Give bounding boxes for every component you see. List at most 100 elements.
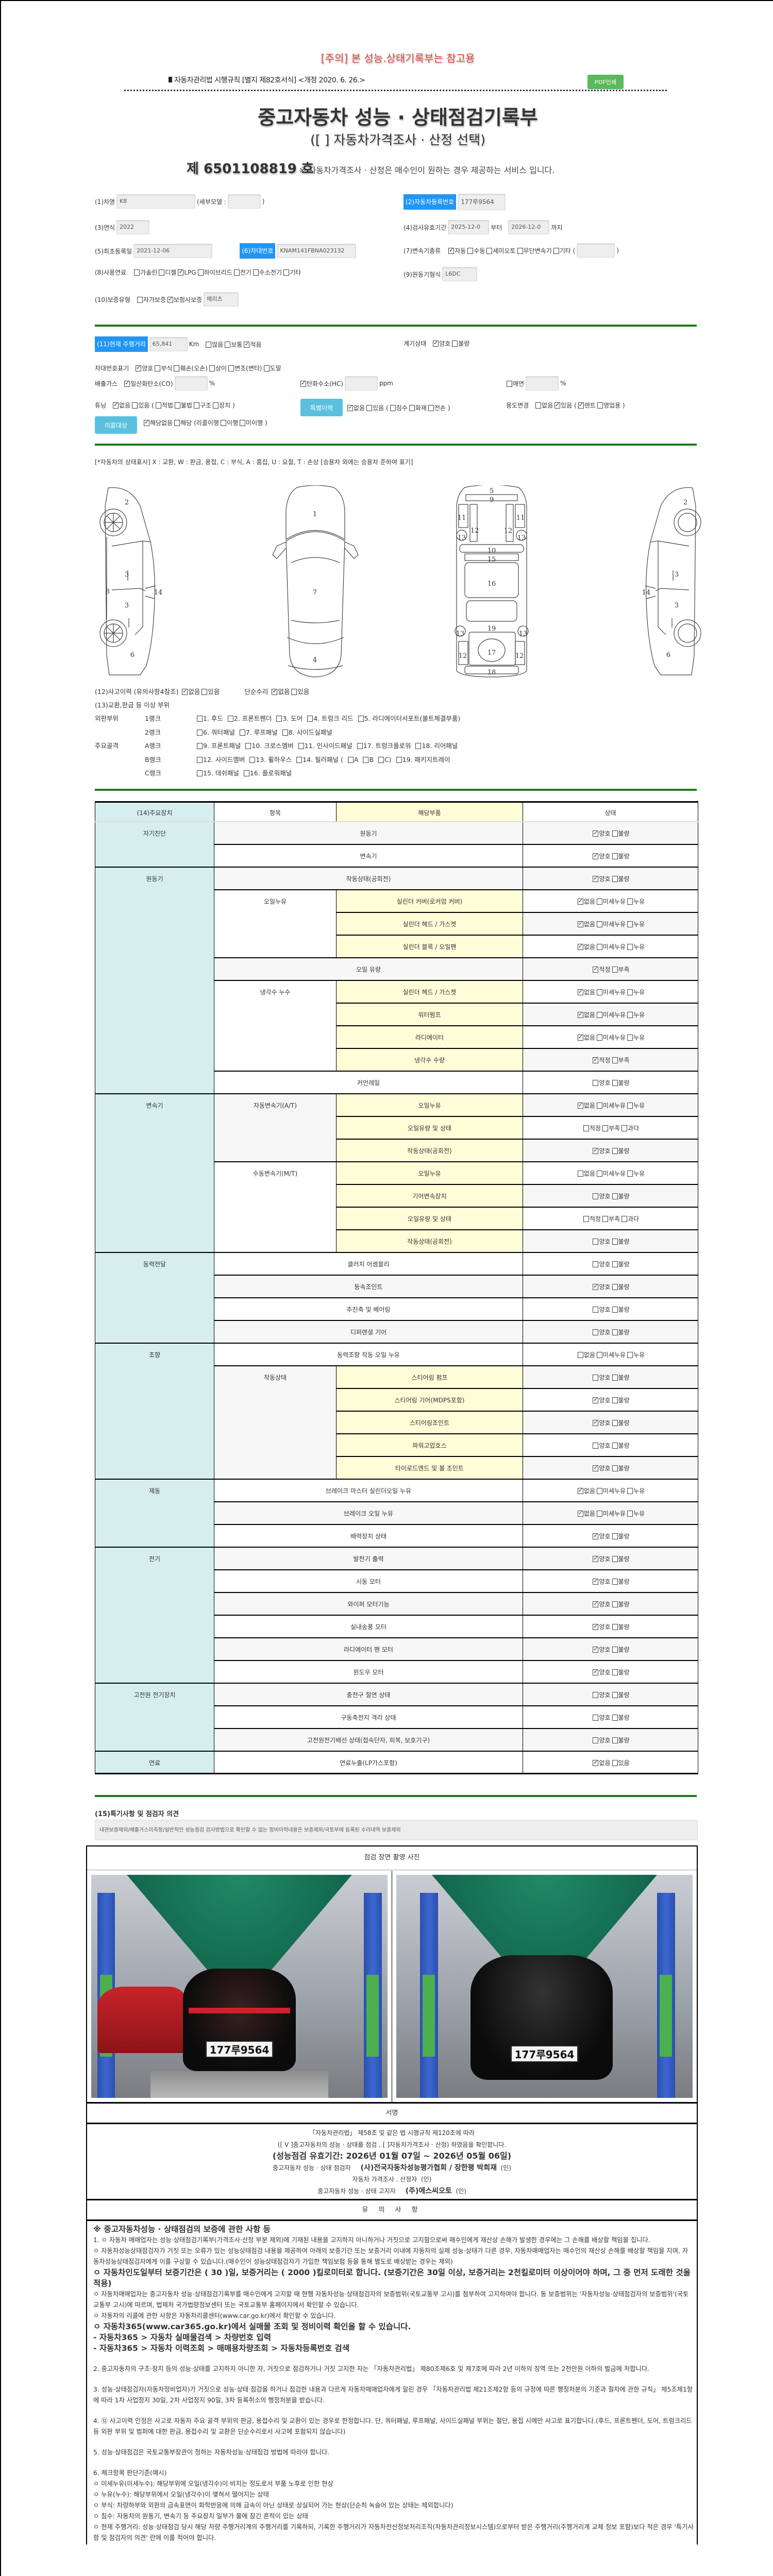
unchecked-box-icon[interactable]: [612, 1646, 618, 1653]
unchecked-box-icon[interactable]: [467, 247, 474, 254]
checkbox-option[interactable]: 누유: [626, 1034, 645, 1041]
unchecked-box-icon[interactable]: [627, 1011, 633, 1018]
checkbox-option[interactable]: 적정: [591, 1056, 611, 1064]
checked-box-icon[interactable]: [244, 341, 250, 348]
checkbox-option[interactable]: 누유: [626, 943, 645, 951]
unchecked-box-icon[interactable]: [206, 341, 212, 348]
checked-box-icon[interactable]: [593, 1759, 599, 1766]
checkbox-option[interactable]: 양호: [591, 1396, 611, 1404]
checked-box-icon[interactable]: [593, 1464, 599, 1471]
co-field[interactable]: [174, 376, 208, 391]
checkbox-option[interactable]: C): [377, 756, 392, 764]
checkbox-option[interactable]: 양호: [591, 1578, 611, 1585]
unchecked-box-icon[interactable]: [593, 1737, 599, 1743]
checkbox-option[interactable]: 부족: [601, 1125, 620, 1132]
checkbox-option[interactable]: 불량: [611, 1079, 630, 1087]
checkbox-option[interactable]: 불량: [611, 830, 630, 837]
unchecked-box-icon[interactable]: [233, 269, 240, 276]
checked-box-icon[interactable]: [178, 268, 184, 276]
checkbox-option[interactable]: 누유: [626, 1487, 645, 1495]
checked-box-icon[interactable]: [593, 1600, 599, 1607]
checkbox-option[interactable]: 양호: [591, 852, 611, 860]
unchecked-box-icon[interactable]: [612, 1555, 618, 1562]
unchecked-box-icon[interactable]: [253, 269, 259, 276]
checked-box-icon[interactable]: [593, 852, 599, 859]
checkbox-option[interactable]: 양호: [134, 364, 153, 372]
inspection-from-field[interactable]: 2025-12-0: [448, 220, 490, 234]
unchecked-box-icon[interactable]: [596, 921, 602, 927]
unchecked-box-icon[interactable]: [307, 716, 313, 722]
checked-box-icon[interactable]: [577, 1033, 583, 1041]
photo-rear[interactable]: 177루9564: [87, 1871, 392, 2102]
unchecked-box-icon[interactable]: [612, 875, 618, 882]
checkbox-option[interactable]: 있음: [611, 1759, 630, 1767]
checkbox-option[interactable]: 미세누유: [595, 898, 626, 905]
checked-box-icon[interactable]: [593, 1623, 599, 1630]
unchecked-box-icon[interactable]: [612, 1759, 618, 1766]
checked-box-icon[interactable]: [593, 1668, 599, 1675]
checkbox-option[interactable]: 자가보증: [136, 296, 166, 303]
checkbox-option[interactable]: 불량: [611, 1714, 630, 1721]
checkbox-option[interactable]: 4. 트렁크 리드: [306, 715, 354, 722]
unchecked-box-icon[interactable]: [627, 1102, 633, 1109]
checkbox-option[interactable]: 양호: [591, 1261, 611, 1268]
checkbox-option[interactable]: 없음: [576, 897, 595, 905]
checkbox-option[interactable]: 11. 인사이드패널: [297, 742, 352, 750]
unchecked-box-icon[interactable]: [283, 269, 290, 276]
checkbox-option[interactable]: 없음: [576, 1101, 595, 1109]
checkbox-option[interactable]: 해당: [173, 419, 192, 427]
checkbox-option[interactable]: 미세누유: [595, 1034, 626, 1041]
inspection-to-field[interactable]: 2026-12-0: [508, 220, 550, 234]
checkbox-option[interactable]: 누유: [626, 1510, 645, 1517]
unchecked-box-icon[interactable]: [612, 1283, 618, 1290]
checkbox-option[interactable]: 장치: [211, 402, 230, 409]
unchecked-box-icon[interactable]: [612, 1465, 618, 1471]
checkbox-option[interactable]: 해당없음: [142, 419, 173, 427]
checkbox-option[interactable]: 불량: [611, 1623, 630, 1631]
checkbox-option[interactable]: 미세누유: [595, 1351, 626, 1359]
checkbox-option[interactable]: 2. 프론트펜더: [226, 715, 272, 722]
unchecked-box-icon[interactable]: [627, 1510, 633, 1517]
unchecked-box-icon[interactable]: [627, 943, 633, 950]
unchecked-box-icon[interactable]: [602, 1125, 608, 1131]
checkbox-option[interactable]: 16. 플로워패널: [242, 769, 292, 777]
unchecked-box-icon[interactable]: [612, 1306, 618, 1313]
checkbox-option[interactable]: 불량: [611, 1147, 630, 1155]
unchecked-box-icon[interactable]: [596, 1102, 602, 1109]
unchecked-box-icon[interactable]: [612, 1442, 618, 1449]
opinion-field[interactable]: 내관보증제외/배출가스미측정/일반적인 성능점검 검사방법으로 확인할 수 없는…: [95, 1820, 698, 1840]
unchecked-box-icon[interactable]: [612, 1238, 618, 1245]
unchecked-box-icon[interactable]: [612, 1714, 618, 1721]
checkbox-option[interactable]: 없음: [576, 1487, 595, 1495]
checked-box-icon[interactable]: [554, 401, 561, 409]
unchecked-box-icon[interactable]: [583, 1125, 589, 1131]
checkbox-option[interactable]: 불량: [611, 853, 630, 860]
unchecked-box-icon[interactable]: [282, 729, 288, 736]
unchecked-box-icon[interactable]: [612, 1691, 618, 1698]
checkbox-option[interactable]: 적음: [242, 341, 262, 348]
unchecked-box-icon[interactable]: [593, 1329, 599, 1335]
checkbox-option[interactable]: 적정: [582, 1125, 601, 1132]
checkbox-option[interactable]: 없음: [576, 1351, 595, 1359]
engine-field[interactable]: L6DC: [442, 267, 478, 281]
checkbox-option[interactable]: 불량: [611, 1465, 630, 1472]
checkbox-option[interactable]: 양호: [591, 1419, 611, 1427]
checkbox-option[interactable]: 누유: [626, 921, 645, 928]
unchecked-box-icon[interactable]: [596, 943, 602, 950]
unchecked-box-icon[interactable]: [409, 404, 415, 411]
unchecked-box-icon[interactable]: [553, 247, 559, 254]
checked-box-icon[interactable]: [593, 1283, 599, 1290]
unchecked-box-icon[interactable]: [596, 1011, 602, 1018]
unchecked-box-icon[interactable]: [593, 1306, 599, 1313]
checked-box-icon[interactable]: [347, 404, 353, 411]
checkbox-option[interactable]: 없음: [576, 1170, 595, 1177]
checkbox-option[interactable]: 불량: [611, 1419, 630, 1427]
checkbox-option[interactable]: 불량: [611, 1261, 630, 1268]
checkbox-option[interactable]: 불량: [611, 1442, 630, 1449]
checked-box-icon[interactable]: [113, 401, 119, 409]
unchecked-box-icon[interactable]: [174, 365, 180, 371]
vehicle-name-field[interactable]: K8: [116, 194, 196, 209]
unchecked-box-icon[interactable]: [276, 716, 282, 722]
checkbox-option[interactable]: 미세누유: [595, 1170, 626, 1177]
checkbox-option[interactable]: 부족: [611, 966, 630, 973]
